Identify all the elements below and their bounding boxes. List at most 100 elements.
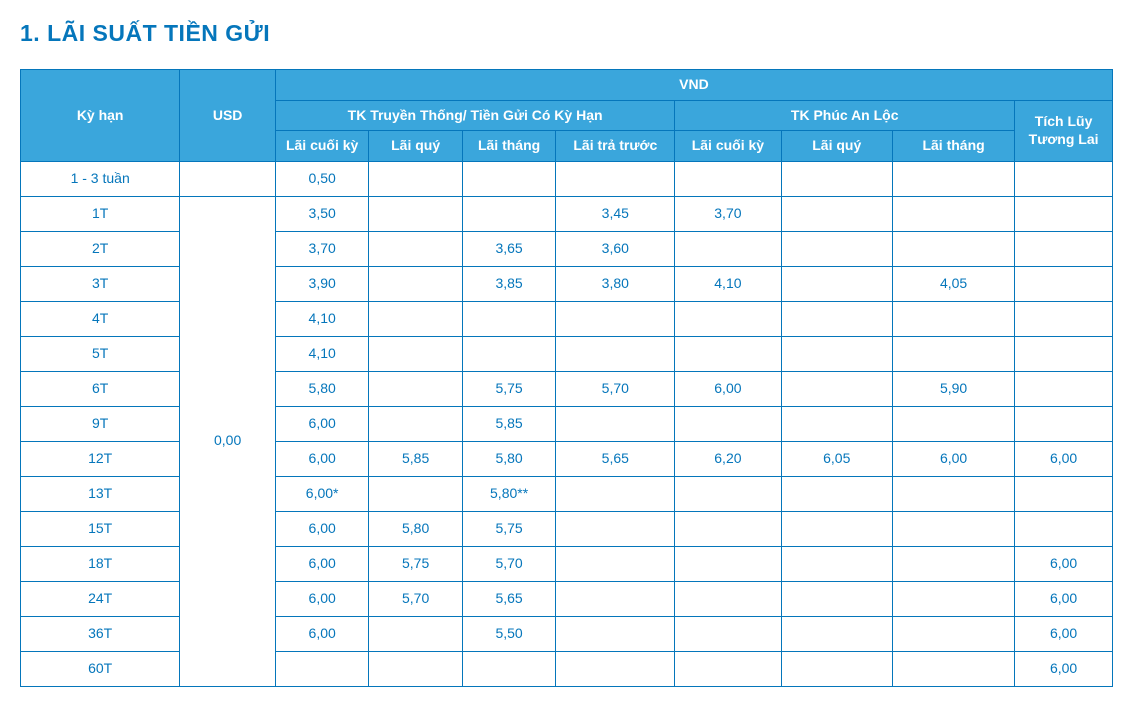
cell-pal-cuoi [675,406,781,441]
cell-tt-cuoi: 6,00 [275,546,368,581]
cell-tl [1015,301,1113,336]
cell-kyhan: 60T [21,651,180,686]
cell-tt-thang: 5,75 [462,511,555,546]
cell-tt-quy [369,651,462,686]
col-group-truyenthong: TK Truyền Thống/ Tiền Gửi Có Kỳ Hạn [275,100,674,131]
cell-pal-thang [893,651,1015,686]
cell-tl [1015,336,1113,371]
cell-tt-pre: 3,60 [556,231,675,266]
col-tichluy: Tích Lũy Tương Lai [1015,100,1113,161]
cell-pal-cuoi [675,231,781,266]
cell-tt-quy [369,476,462,511]
cell-pal-cuoi [675,616,781,651]
cell-pal-quy [781,266,893,301]
cell-tl: 6,00 [1015,441,1113,476]
cell-tl: 6,00 [1015,581,1113,616]
cell-tt-pre [556,161,675,196]
cell-tt-pre [556,581,675,616]
cell-tl [1015,511,1113,546]
cell-tt-pre [556,301,675,336]
cell-tl: 6,00 [1015,616,1113,651]
cell-kyhan: 3T [21,266,180,301]
cell-tt-thang: 5,85 [462,406,555,441]
cell-pal-thang [893,616,1015,651]
cell-pal-cuoi: 6,20 [675,441,781,476]
cell-tl [1015,371,1113,406]
cell-pal-quy [781,196,893,231]
col-tt-quy: Lãi quý [369,131,462,162]
cell-tt-quy [369,266,462,301]
cell-tt-quy [369,196,462,231]
table-row: 1T0,003,503,453,70 [21,196,1113,231]
cell-pal-quy [781,616,893,651]
cell-pal-cuoi [675,546,781,581]
cell-tl [1015,231,1113,266]
col-pal-thang: Lãi tháng [893,131,1015,162]
cell-tt-cuoi: 3,90 [275,266,368,301]
cell-tt-thang: 5,80** [462,476,555,511]
cell-tt-thang [462,336,555,371]
cell-tt-quy [369,616,462,651]
cell-kyhan: 15T [21,511,180,546]
cell-kyhan: 2T [21,231,180,266]
cell-kyhan: 6T [21,371,180,406]
col-usd: USD [180,70,276,162]
col-pal-quy: Lãi quý [781,131,893,162]
cell-tt-thang: 5,65 [462,581,555,616]
cell-pal-quy [781,371,893,406]
cell-tt-cuoi: 3,50 [275,196,368,231]
cell-tt-quy [369,301,462,336]
table-row: 1 - 3 tuần 0,50 [21,161,1113,196]
cell-pal-cuoi: 6,00 [675,371,781,406]
cell-tt-cuoi: 6,00 [275,441,368,476]
cell-kyhan: 18T [21,546,180,581]
interest-rate-table: Kỳ hạn USD VND TK Truyền Thống/ Tiền Gửi… [20,69,1113,687]
cell-tt-quy [369,371,462,406]
cell-tt-cuoi: 6,00 [275,581,368,616]
cell-tt-thang [462,161,555,196]
cell-pal-thang [893,196,1015,231]
cell-pal-thang [893,301,1015,336]
cell-tt-thang [462,651,555,686]
cell-tt-thang [462,196,555,231]
col-kyhan: Kỳ hạn [21,70,180,162]
cell-pal-cuoi [675,161,781,196]
cell-pal-thang [893,231,1015,266]
cell-tt-pre [556,476,675,511]
cell-kyhan: 1 - 3 tuần [21,161,180,196]
cell-pal-thang [893,511,1015,546]
cell-tl: 6,00 [1015,546,1113,581]
cell-pal-quy [781,336,893,371]
cell-tt-thang: 3,65 [462,231,555,266]
cell-pal-thang: 6,00 [893,441,1015,476]
page-title: 1. LÃI SUẤT TIỀN GỬI [20,20,1113,47]
cell-tt-cuoi: 4,10 [275,336,368,371]
cell-tt-thang: 5,50 [462,616,555,651]
cell-tt-pre: 5,65 [556,441,675,476]
cell-pal-cuoi [675,336,781,371]
cell-pal-thang [893,336,1015,371]
cell-pal-quy [781,301,893,336]
cell-tt-quy [369,336,462,371]
cell-pal-quy [781,476,893,511]
cell-pal-cuoi: 4,10 [675,266,781,301]
cell-tt-cuoi: 4,10 [275,301,368,336]
cell-pal-quy [781,161,893,196]
cell-tt-cuoi: 6,00 [275,406,368,441]
cell-pal-quy [781,511,893,546]
cell-tt-cuoi: 0,50 [275,161,368,196]
cell-pal-thang: 4,05 [893,266,1015,301]
col-vnd: VND [275,70,1112,101]
cell-kyhan: 1T [21,196,180,231]
cell-usd-merged: 0,00 [180,196,276,686]
cell-tl [1015,161,1113,196]
cell-tt-cuoi: 6,00* [275,476,368,511]
cell-tt-pre [556,511,675,546]
cell-tt-cuoi [275,651,368,686]
cell-tt-thang [462,301,555,336]
cell-tt-thang: 5,70 [462,546,555,581]
cell-pal-cuoi [675,476,781,511]
cell-tl [1015,406,1113,441]
cell-pal-cuoi [675,581,781,616]
cell-tt-quy [369,406,462,441]
